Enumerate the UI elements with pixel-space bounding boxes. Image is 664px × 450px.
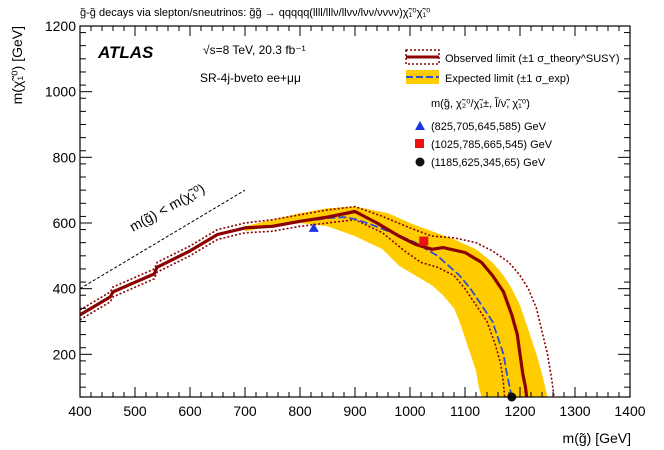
observed-plus-sigma-line (79, 205, 555, 398)
legend-point-3-label: (1185,625,345,65) GeV (431, 157, 546, 169)
atlas-label: ATLAS (97, 43, 154, 62)
x-tick-label: 700 (233, 403, 257, 419)
y-tick-label: 1000 (45, 84, 76, 100)
legend-observed-label: Observed limit (±1 σ_theory^SUSY) (445, 53, 620, 65)
expected-limit-line (316, 216, 513, 398)
x-tick-label: 1400 (614, 403, 645, 419)
y-tick-label: 600 (53, 215, 77, 231)
y-axis-label: m(χ̃₁⁰) [GeV] (9, 26, 25, 104)
legend-circle-marker (415, 157, 425, 167)
legend-point-1-label: (825,705,645,585) GeV (431, 121, 547, 133)
expected-band-layer (245, 206, 548, 397)
energy-label: √s=8 TeV, 20.3 fb⁻¹ (203, 43, 306, 57)
region-label: SR-4j-bveto ee+μμ (200, 71, 301, 85)
diagonal-label: m(g̃) < m(χ̃₁⁰) (127, 180, 208, 234)
x-tick-label: 400 (68, 403, 92, 419)
observed-limit-line (79, 209, 529, 398)
legend-point-2-label: (1025,785,665,545) GeV (431, 139, 553, 151)
x-axis-label: m(g̃) [GeV] (563, 430, 631, 446)
x-tick-label: 500 (123, 403, 147, 419)
legend-points-header: m(g̃, χ̃₂⁰/χ̃₁±, l̃/ν̃, χ̃₁⁰) (431, 97, 530, 110)
expected-limit-band (245, 206, 548, 397)
x-tick-label: 1000 (394, 403, 425, 419)
series-layer (79, 205, 555, 398)
axis-ticks: 400 500 600 700 800 900 1000 1100 1200 1300 1400 20… (45, 18, 646, 419)
legend-expected-label: Expected limit (±1 σ_exp) (445, 73, 570, 85)
legend-square-marker (415, 139, 424, 148)
x-tick-label: 1100 (450, 403, 480, 419)
legend: Observed limit (±1 σ_theory^SUSY) Expect… (405, 49, 620, 169)
x-tick-label: 600 (178, 403, 202, 419)
y-tick-label: 800 (53, 149, 77, 165)
kinematic-diagonal (79, 189, 246, 290)
y-tick-label: 400 (53, 281, 77, 297)
observed-minus-sigma-line (79, 218, 506, 398)
y-tick-label: 1200 (45, 18, 76, 34)
chart-title: g̃-g̃ decays via slepton/sneutrinos: g̃g… (80, 7, 431, 19)
x-tick-label: 800 (288, 403, 312, 419)
x-tick-label: 1300 (559, 403, 590, 419)
x-tick-label: 1200 (504, 403, 535, 419)
y-tick-label: 200 (53, 346, 77, 362)
legend-triangle-marker (415, 121, 425, 130)
benchmark-point-triangle (308, 222, 319, 232)
x-tick-label: 900 (343, 403, 367, 419)
benchmark-point-square (419, 236, 429, 246)
